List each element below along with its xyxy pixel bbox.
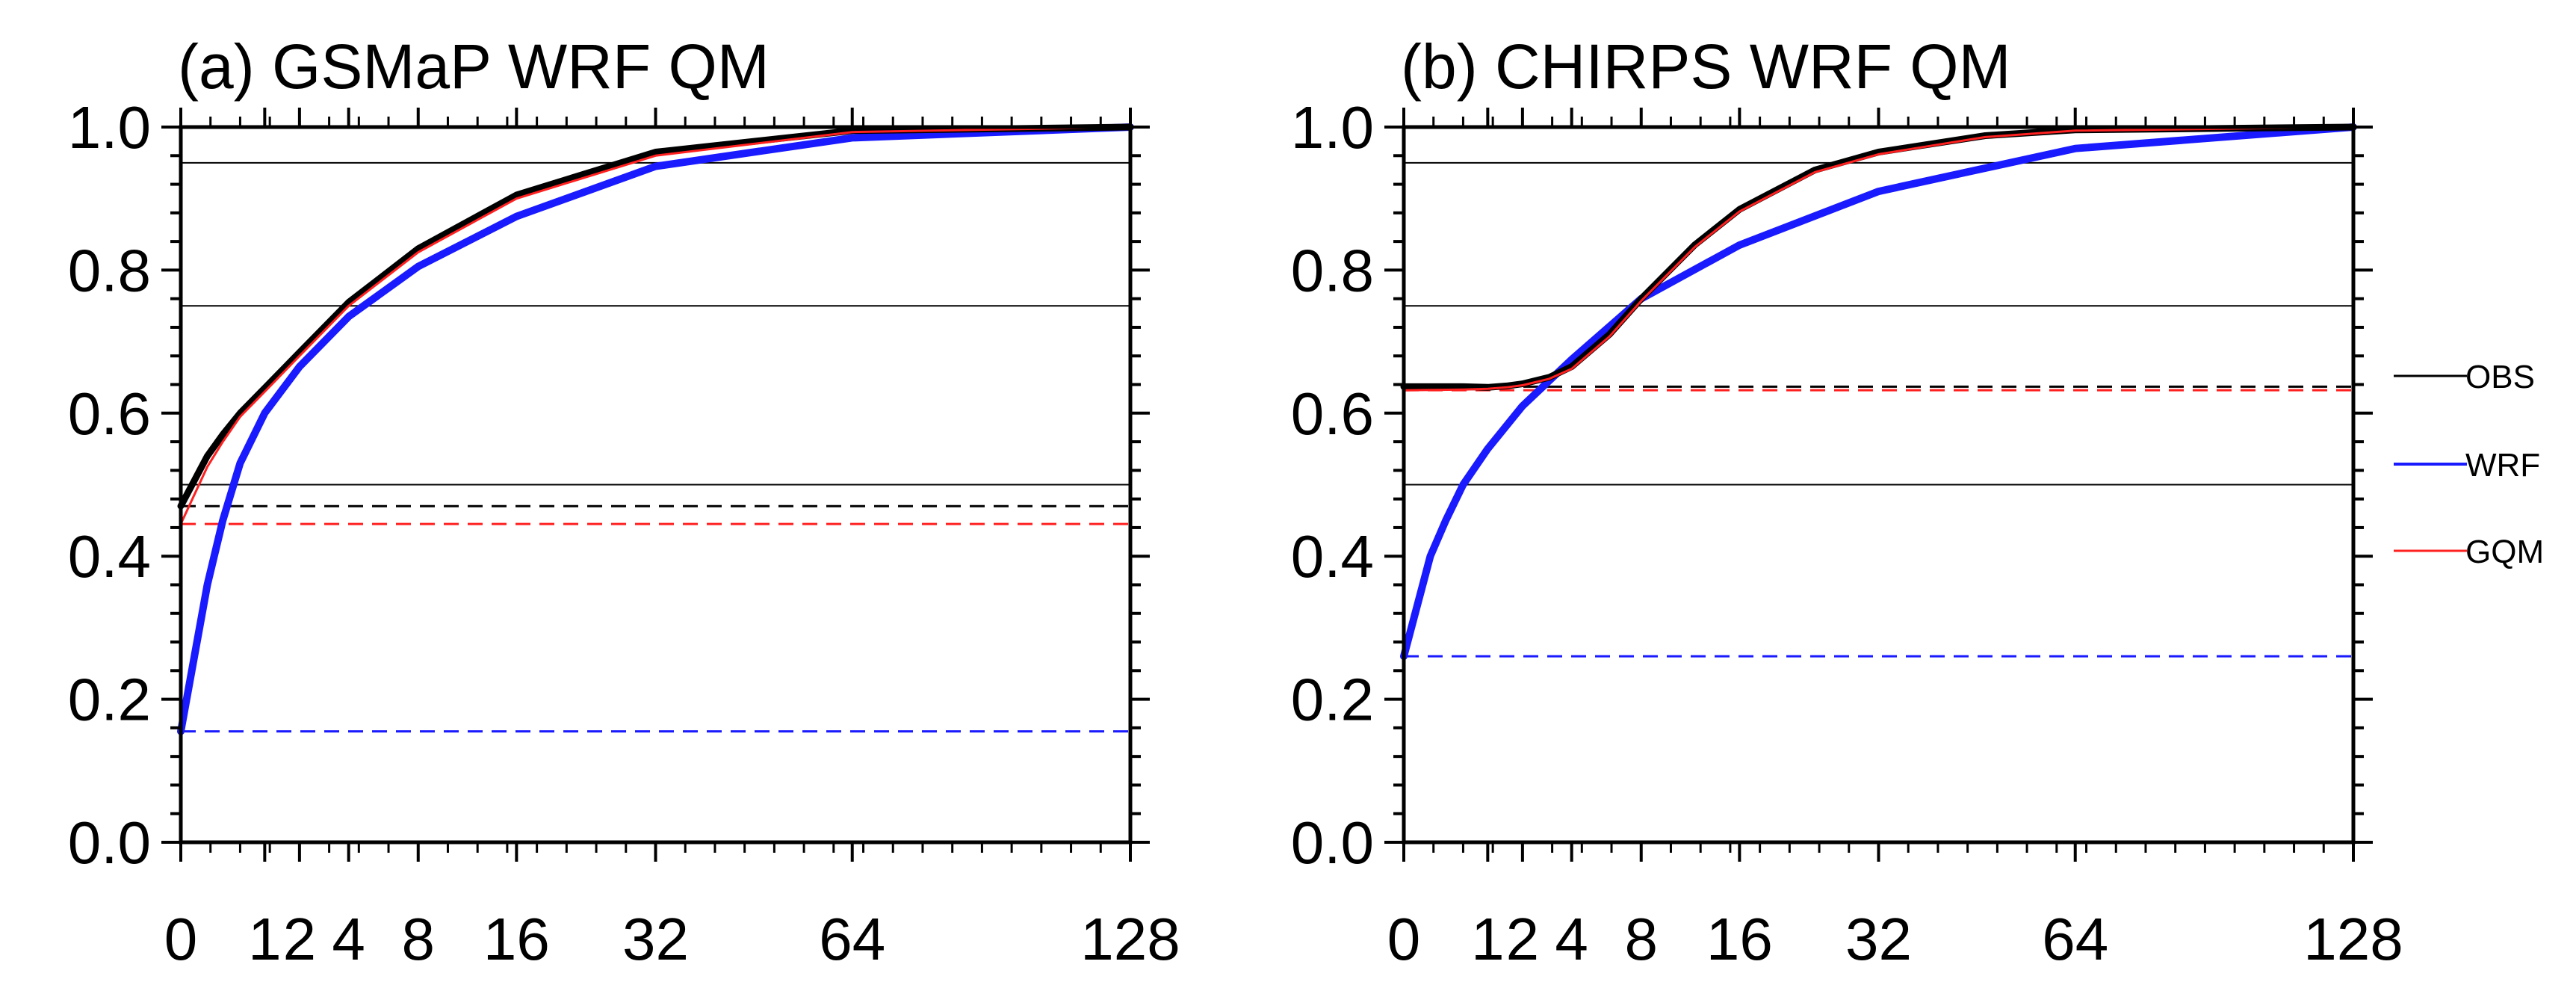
panel-a-x-tick-label: 128 (1080, 906, 1180, 972)
legend-wrf-label: WRF (2465, 447, 2540, 484)
panel-b-x-tick-label: 8 (1625, 906, 1659, 972)
panel-a-obs-curve (177, 123, 1134, 510)
panel-a: (a) GSMaP WRF QM0.00.20.40.60.81.00 1 2 4 8 1… (68, 31, 1180, 972)
panel-b-x-tick-label: 4 (1555, 906, 1588, 972)
panel-a-x-tick-label: 32 (622, 906, 689, 972)
panel-a-x-tick-label: 16 (483, 906, 550, 972)
panel-a-wrf-curve (177, 123, 1134, 735)
legend-obs-label: OBS (2465, 359, 2535, 395)
panel-a-y-tick-label: 0.2 (68, 667, 151, 733)
panel-a-gqm-curve (179, 126, 1132, 525)
panel-b-x-tick-label: 32 (1845, 906, 1912, 972)
legend-gqm-label: GQM (2465, 534, 2544, 570)
panel-a-x-tick-label: 1 (248, 906, 282, 972)
panel-b-title: (b) CHIRPS WRF QM (1401, 31, 2011, 102)
panel-b-x-tick-label: 1 (1471, 906, 1505, 972)
panel-b-x-tick-label: 16 (1706, 906, 1773, 972)
panel-b-y-tick-label: 0.8 (1291, 237, 1374, 303)
panel-a-y-tick-label: 0.0 (68, 809, 151, 876)
panel-a-x-tick-label: 64 (819, 906, 885, 972)
panel-b-gqm-curve (1402, 126, 2355, 392)
panel-a-x-tick-label: 2 (283, 906, 317, 972)
panel-a-y-tick-label: 0.6 (68, 380, 151, 447)
panel-a-x-tick-label: 0 (164, 906, 198, 972)
panel-b-x-tick-label: 128 (2303, 906, 2403, 972)
legend: OBS WRF GQM (2394, 359, 2544, 570)
panel-a-x-tick-label: 4 (332, 906, 365, 972)
panel-b-wrf-curve (1400, 123, 2357, 661)
panel-b-y-tick-label: 0.0 (1291, 809, 1374, 876)
panel-b-y-tick-label: 0.2 (1291, 667, 1374, 733)
panel-b-y-tick-label: 0.6 (1291, 380, 1374, 447)
panel-b-x-tick-label: 0 (1387, 906, 1421, 972)
panel-b-y-tick-label: 0.4 (1291, 523, 1374, 590)
panel-b-obs-curve (1400, 123, 2357, 391)
panel-b: (b) CHIRPS WRF QM 0.0 0.2 0.4 0.6 0.8 1.0 0 1 2 4 8… (1291, 31, 2403, 972)
panel-b-x-tick-label: 2 (1506, 906, 1540, 972)
panel-a-title: (a) GSMaP WRF QM (178, 31, 770, 102)
panel-a-y-tick-label: 0.8 (68, 237, 151, 303)
panel-a-x-tick-label: 8 (402, 906, 436, 972)
panel-a-y-tick-label: 1.0 (68, 94, 151, 161)
panel-b-x-tick-label: 64 (2042, 906, 2108, 972)
panel-a-y-tick-label: 0.4 (68, 523, 151, 590)
panel-b-y-tick-label: 1.0 (1291, 94, 1374, 161)
